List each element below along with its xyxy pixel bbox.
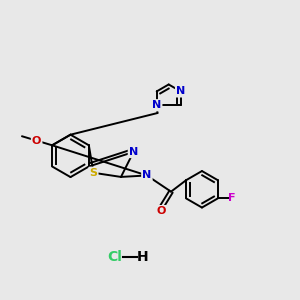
Text: S: S: [89, 168, 98, 178]
Text: N: N: [176, 86, 185, 96]
Text: N: N: [152, 100, 161, 110]
Text: Cl: Cl: [107, 250, 122, 265]
Text: N: N: [129, 147, 138, 157]
Text: O: O: [157, 206, 166, 216]
Text: H: H: [137, 250, 148, 265]
Text: O: O: [32, 136, 41, 146]
Text: N: N: [142, 170, 152, 181]
Text: F: F: [228, 194, 236, 203]
